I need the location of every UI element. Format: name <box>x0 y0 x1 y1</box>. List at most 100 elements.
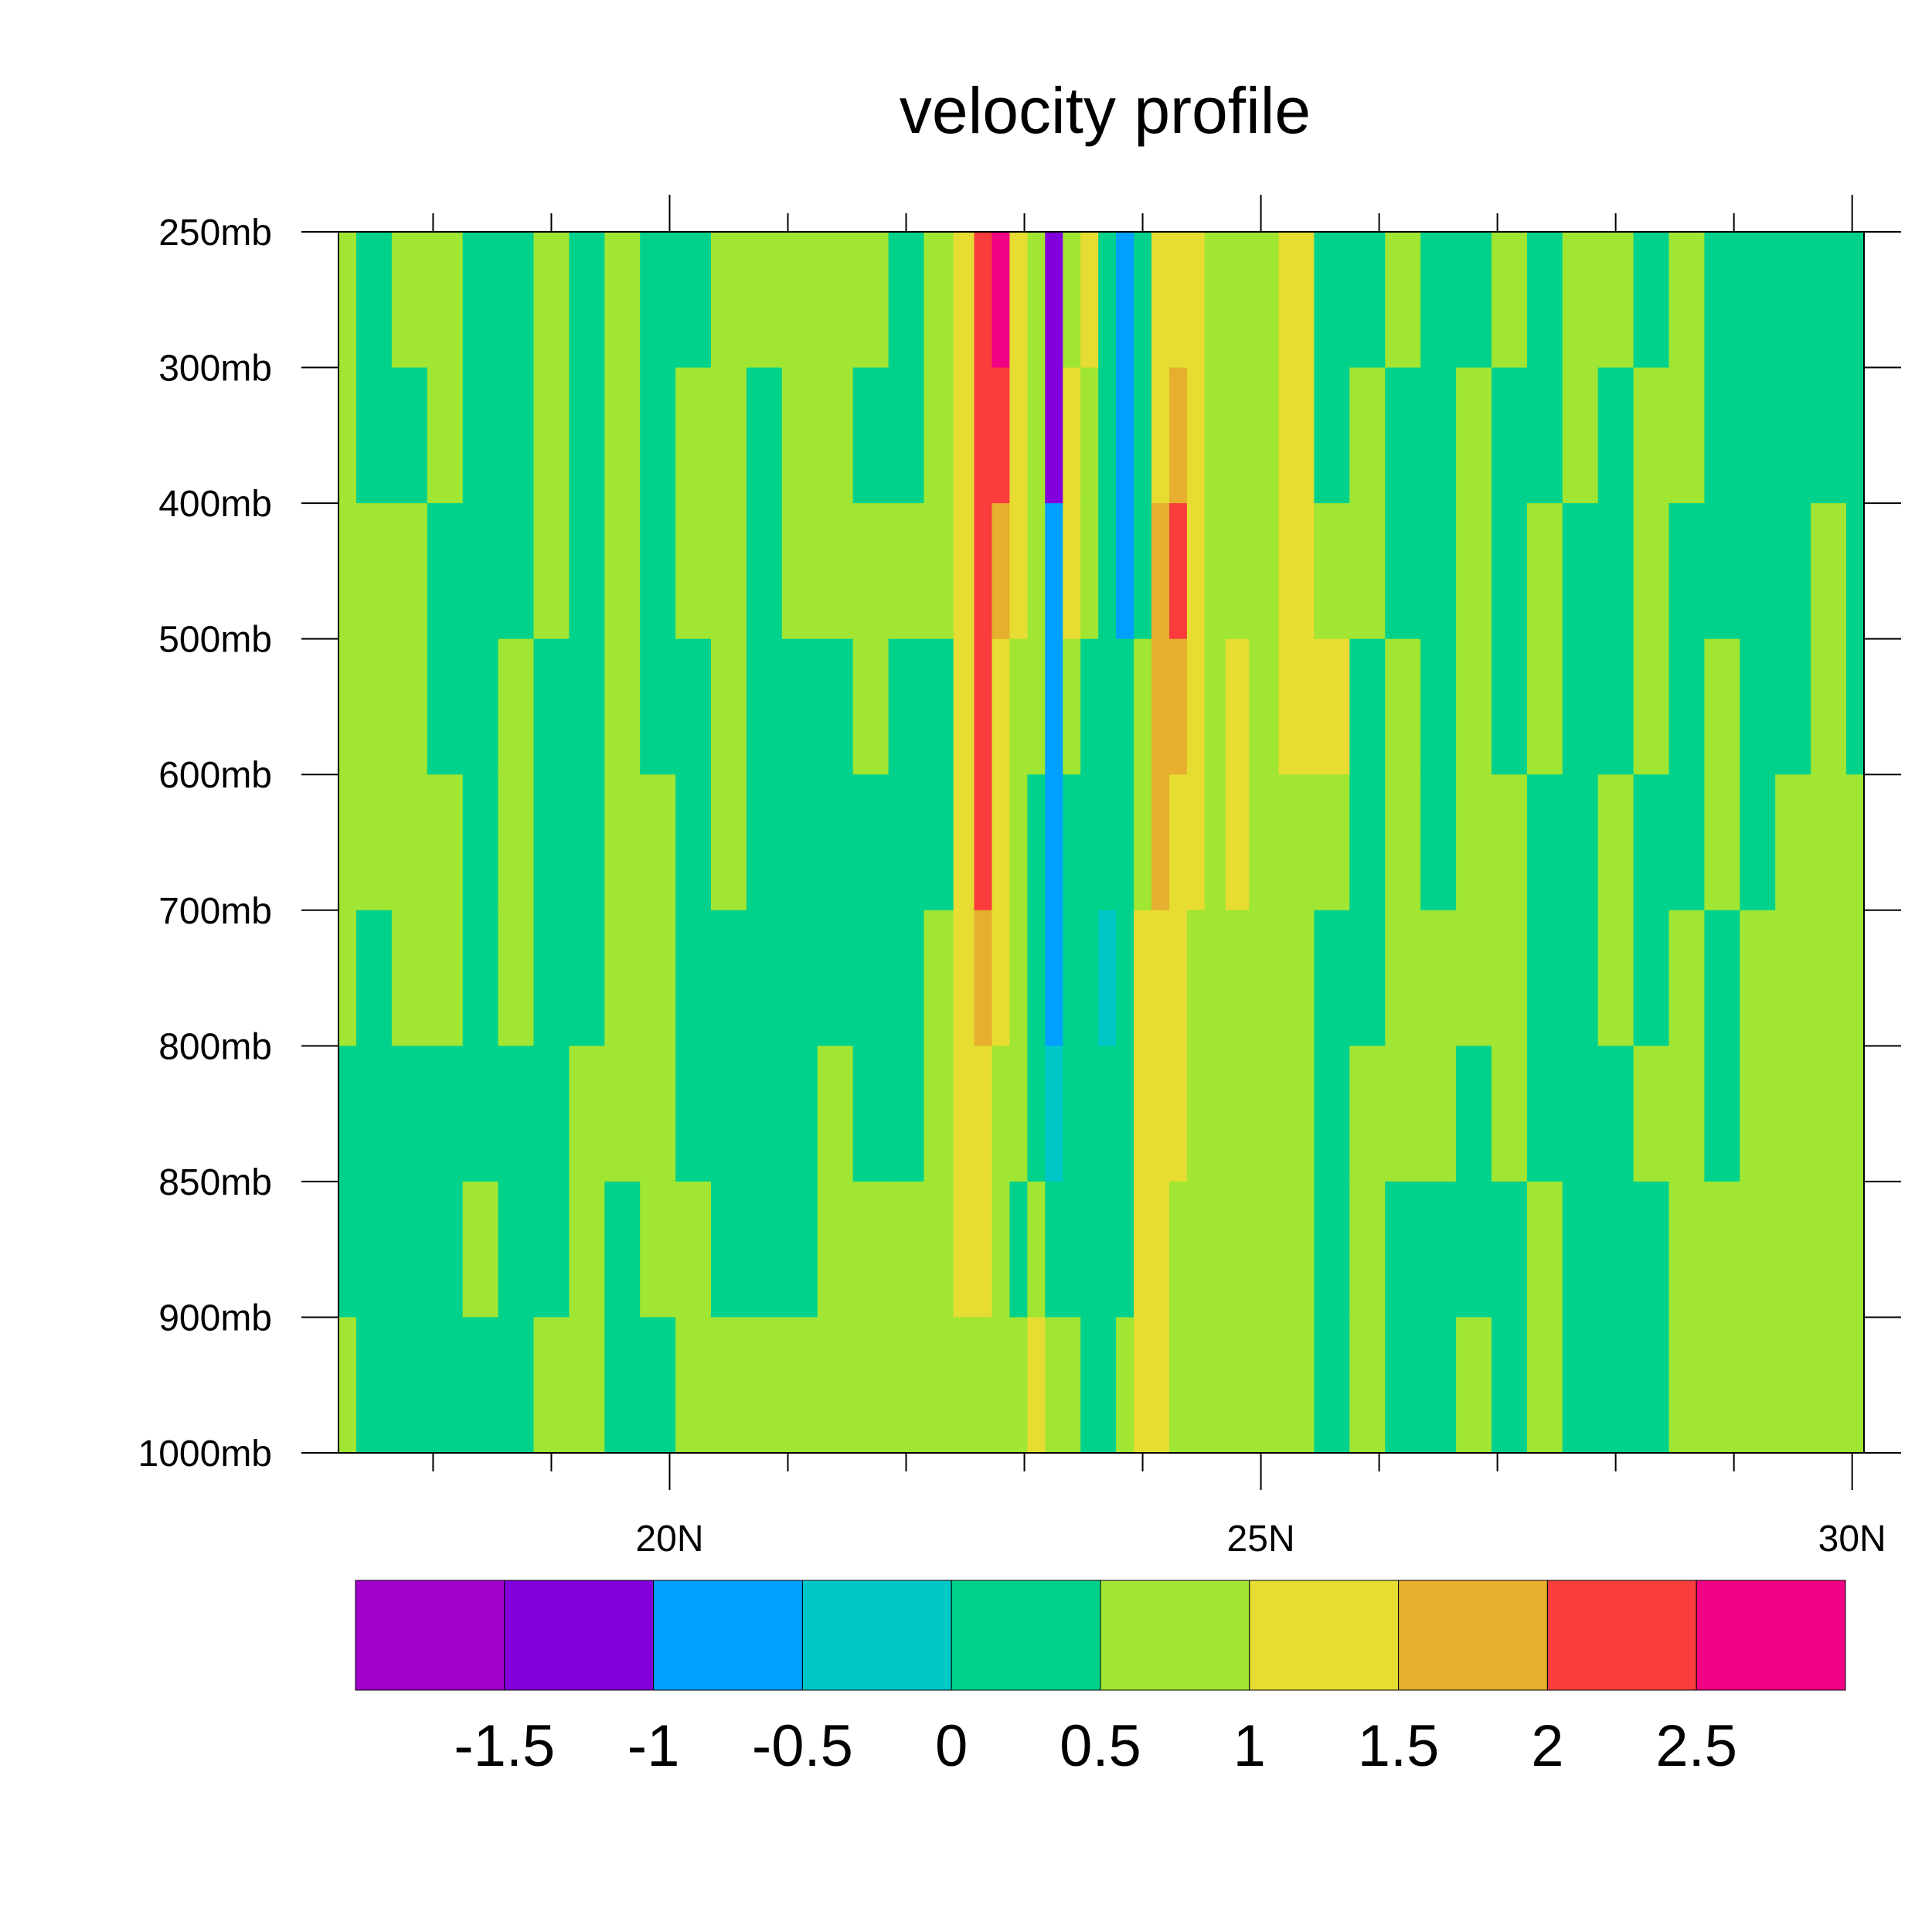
contour-cell <box>1456 1046 1492 1182</box>
contour-cell <box>1134 638 1152 776</box>
contour-cell <box>1278 910 1315 1047</box>
contour-cell <box>1009 1046 1029 1182</box>
contour-cell <box>1562 774 1599 911</box>
contour-cell <box>974 910 993 1047</box>
contour-cell <box>953 638 975 776</box>
contour-cell <box>1420 232 1457 369</box>
contour-cell <box>1027 1046 1046 1182</box>
contour-cell <box>533 1046 570 1182</box>
contour-cell <box>1846 1317 1865 1454</box>
contour-cell <box>1811 774 1847 911</box>
contour-cell <box>1811 1317 1847 1454</box>
contour-cell <box>1846 503 1865 640</box>
contour-cell <box>746 367 783 504</box>
contour-cell <box>1045 910 1064 1047</box>
contour-cell <box>533 774 570 911</box>
contour-cell <box>356 774 393 911</box>
contour-cell <box>746 1046 783 1182</box>
contour-cell <box>1186 910 1206 1047</box>
contour-cell <box>711 638 747 776</box>
contour-cell <box>1098 910 1117 1047</box>
contour-cell <box>1169 1317 1188 1454</box>
contour-cell <box>1349 367 1386 504</box>
contour-cell <box>1456 638 1492 776</box>
contour-cell <box>888 1046 925 1182</box>
contour-cell <box>1314 638 1351 776</box>
contour-cell <box>1225 1046 1250 1182</box>
contour-cell <box>923 910 954 1047</box>
colorbar-label: 0.5 <box>1060 1713 1141 1779</box>
contour-cell <box>640 232 676 369</box>
contour-cell <box>1775 503 1811 640</box>
contour-cell <box>992 1181 1011 1318</box>
contour-cell <box>1204 1181 1226 1318</box>
contour-cell <box>1098 638 1117 776</box>
contour-cell <box>1492 367 1528 504</box>
contour-cell <box>1492 232 1528 369</box>
contour-cell <box>427 774 464 911</box>
contour-cell <box>391 1046 428 1182</box>
contour-cell <box>781 232 818 369</box>
contour-cell <box>1186 1317 1206 1454</box>
contour-cell <box>462 910 499 1047</box>
contour-cell <box>1740 367 1776 504</box>
contour-cell <box>746 638 783 776</box>
contour-cell <box>356 638 393 776</box>
contour-cell <box>1314 774 1351 911</box>
contour-cell <box>604 1181 641 1318</box>
contour-cell <box>1740 1181 1776 1318</box>
contour-cell <box>1420 910 1457 1047</box>
contour-cell <box>498 638 535 776</box>
contour-cell <box>391 774 428 911</box>
contour-cell <box>1027 503 1046 640</box>
contour-cell <box>1668 503 1706 640</box>
contour-cell <box>923 1181 954 1318</box>
contour-cell <box>1225 367 1250 504</box>
contour-cell <box>974 1046 993 1182</box>
contour-cell <box>356 503 393 640</box>
contour-cell <box>1633 910 1670 1047</box>
contour-cell <box>1349 503 1386 640</box>
contour-cell <box>1385 910 1421 1047</box>
contour-cell <box>1846 1181 1865 1318</box>
contour-cell <box>338 367 357 504</box>
contour-cell <box>569 910 606 1047</box>
contour-cell <box>1704 638 1741 776</box>
colorbar-label: -1 <box>628 1713 680 1779</box>
colorbar-box <box>1100 1580 1250 1691</box>
contour-cell <box>1704 1317 1741 1454</box>
contour-cell <box>338 1181 357 1318</box>
contour-cell <box>888 232 925 369</box>
contour-cell <box>1080 638 1099 776</box>
contour-cell <box>1456 1317 1492 1454</box>
contour-cell <box>675 774 712 911</box>
contour-cell <box>1080 910 1099 1047</box>
contour-cell <box>1704 774 1741 911</box>
contour-cell <box>923 503 954 640</box>
contour-cell <box>1811 503 1847 640</box>
contour-cell <box>640 1181 676 1318</box>
contour-cell <box>711 503 747 640</box>
contour-cell <box>1633 1046 1670 1182</box>
contour-cell <box>1597 1181 1634 1318</box>
contour-cell <box>1492 503 1528 640</box>
contour-cell <box>498 1317 535 1454</box>
contour-cell <box>1385 503 1421 640</box>
contour-cell <box>1027 774 1046 911</box>
contour-cell <box>391 503 428 640</box>
contour-cell <box>1098 232 1117 369</box>
contour-cell <box>1009 1181 1029 1318</box>
contour-cell <box>852 1046 889 1182</box>
contour-cell <box>1278 367 1315 504</box>
contour-cell <box>746 1181 783 1318</box>
contour-cell <box>1098 1181 1117 1318</box>
contour-cell <box>1775 1317 1811 1454</box>
contour-cell <box>888 503 925 640</box>
contour-cell <box>462 367 499 504</box>
contour-cell <box>953 1181 975 1318</box>
contour-cell <box>640 1317 676 1454</box>
contour-cell <box>1134 232 1152 369</box>
colorbar-label: -1.5 <box>454 1713 555 1779</box>
contour-cell <box>1562 1317 1599 1454</box>
